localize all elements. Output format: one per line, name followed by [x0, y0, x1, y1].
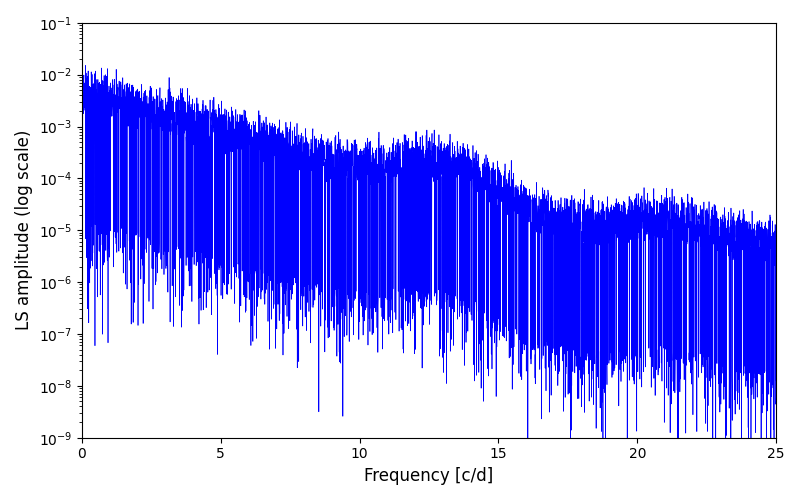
X-axis label: Frequency [c/d]: Frequency [c/d]: [364, 467, 494, 485]
Y-axis label: LS amplitude (log scale): LS amplitude (log scale): [15, 130, 33, 330]
